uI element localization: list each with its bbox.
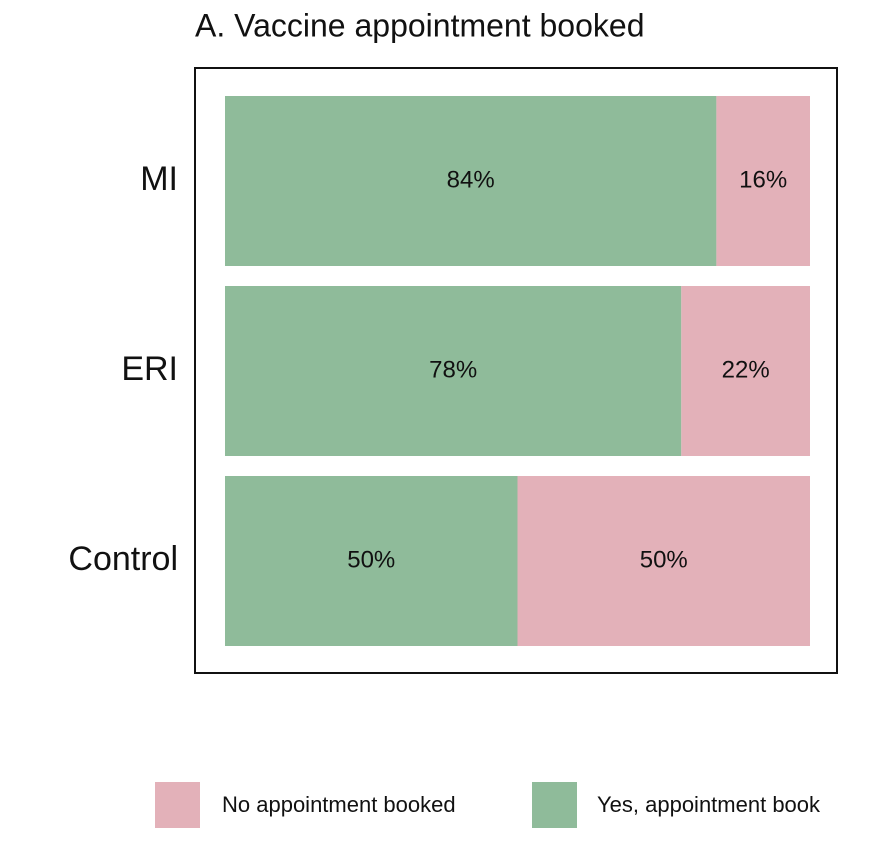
bar-segment [225, 286, 682, 456]
y-tick-label: MI [140, 160, 178, 198]
bar-segment [716, 96, 810, 266]
value-label: 84% [447, 166, 495, 193]
value-label: 16% [739, 166, 787, 193]
bar-segment [517, 476, 810, 646]
bar-segment [681, 286, 810, 456]
chart-title: A. Vaccine appointment booked [195, 7, 644, 43]
legend-label: No appointment booked [222, 792, 456, 817]
plot-frame [194, 67, 838, 674]
value-label: 78% [429, 356, 477, 383]
value-label: 22% [722, 356, 770, 383]
bar-segment [225, 96, 717, 266]
value-label: 50% [347, 546, 395, 573]
bar-segment [225, 476, 518, 646]
y-tick-label: Control [68, 540, 178, 578]
y-tick-label: ERI [121, 350, 178, 388]
value-label: 50% [640, 546, 688, 573]
legend-swatch [532, 782, 577, 828]
legend-swatch [155, 782, 200, 828]
legend-label: Yes, appointment book [597, 792, 821, 817]
